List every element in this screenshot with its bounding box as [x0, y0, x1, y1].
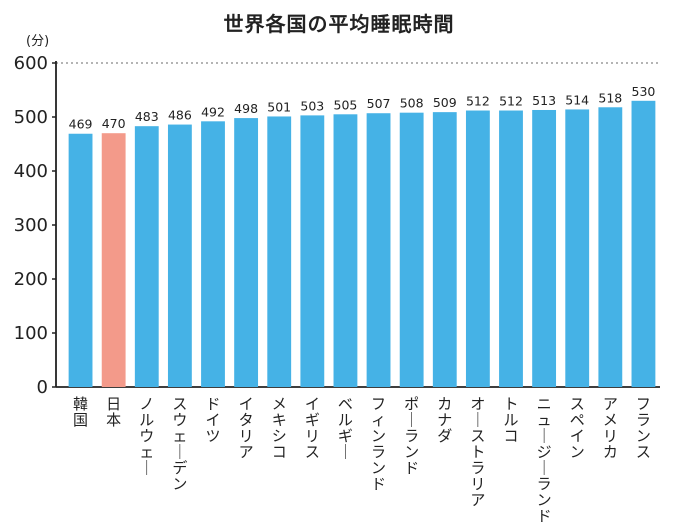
- data-label: 505: [334, 97, 358, 112]
- data-label: 512: [466, 94, 490, 109]
- data-label: 507: [367, 96, 391, 111]
- y-tick-label: 600: [14, 53, 48, 74]
- bar: [399, 112, 424, 388]
- bar: [167, 124, 192, 387]
- category-label: 韓国: [73, 395, 88, 429]
- bar: [101, 133, 126, 387]
- data-label: 509: [433, 95, 457, 110]
- bar: [565, 109, 590, 387]
- category-label: ドイツ: [205, 395, 220, 445]
- category-label: ベルギ｜: [338, 395, 353, 461]
- bar: [432, 112, 457, 387]
- bar: [68, 133, 93, 387]
- bar: [366, 113, 391, 387]
- data-label: 492: [201, 104, 225, 119]
- data-label: 508: [400, 96, 424, 111]
- category-label: フランス: [636, 395, 651, 461]
- bar: [234, 118, 259, 387]
- chart-title: 世界各国の平均睡眠時間: [223, 12, 455, 36]
- category-label: ニュ｜ジ｜ランド: [537, 395, 552, 523]
- bar: [465, 110, 490, 388]
- bar: [267, 116, 292, 388]
- bar: [598, 107, 623, 387]
- y-tick-label: 300: [14, 215, 48, 236]
- y-tick-label: 0: [37, 377, 48, 398]
- data-label: 486: [168, 108, 192, 123]
- y-tick-label: 500: [14, 107, 48, 128]
- data-label: 513: [532, 93, 556, 108]
- y-tick-label: 400: [14, 161, 48, 182]
- category-label: スウェ｜デン: [172, 395, 187, 493]
- data-label: 483: [135, 109, 159, 124]
- category-label: カナダ: [437, 395, 452, 445]
- category-label: イタリア: [239, 395, 254, 461]
- data-label: 503: [300, 98, 324, 113]
- y-tick-label: 200: [14, 269, 48, 290]
- bar: [201, 121, 225, 387]
- data-label: 514: [565, 92, 589, 107]
- category-label: メキシコ: [272, 395, 287, 461]
- bar: [499, 110, 523, 388]
- category-label: ポ｜ランド: [404, 395, 419, 477]
- category-label: オ｜ストラリア: [470, 395, 485, 509]
- category-label: フィンランド: [371, 395, 386, 493]
- data-label: 512: [499, 94, 523, 109]
- category-label: 日本: [106, 395, 121, 429]
- data-label: 470: [102, 116, 126, 131]
- category-label: イギリス: [305, 395, 320, 461]
- category-label: スペイン: [570, 395, 585, 461]
- y-axis-unit-label: (分): [26, 34, 49, 49]
- category-label: ノルウェ｜: [139, 395, 154, 477]
- data-label: 530: [632, 84, 656, 99]
- bar: [300, 115, 325, 387]
- category-label: アメリカ: [603, 395, 618, 461]
- labels-layer: (分) 0 100 200 300 400 500 600 469 韓国 470 日本 483 ノルウェ｜…: [14, 34, 656, 523]
- bar: [134, 126, 159, 388]
- bar: [532, 109, 557, 387]
- data-label: 501: [267, 99, 291, 114]
- category-label: トルコ: [503, 395, 518, 445]
- data-label: 498: [234, 101, 258, 116]
- bars-layer: [68, 100, 656, 388]
- data-label: 469: [69, 117, 93, 132]
- bar: [631, 100, 656, 388]
- y-tick-label: 100: [14, 323, 48, 344]
- bar: [333, 114, 358, 388]
- data-label: 518: [598, 90, 622, 105]
